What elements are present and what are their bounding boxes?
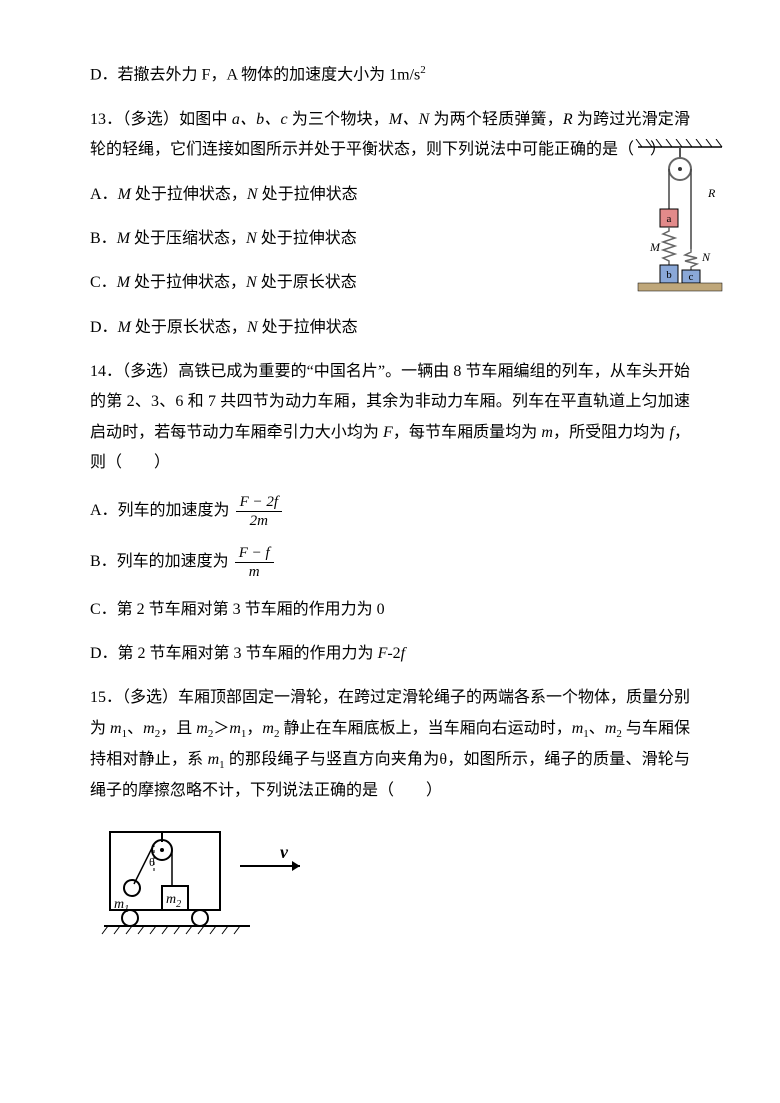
q13-fig-label-c: c <box>689 271 694 283</box>
q13-figure: a b c R M N <box>630 139 730 299</box>
q13-d-N: N <box>247 319 258 336</box>
q14-F: F <box>383 424 393 441</box>
q13-b-M: M <box>117 230 130 247</box>
q13-d-mid: 处于原长状态， <box>131 319 247 336</box>
q12-optD-text: D．若撤去外力 F，A 物体的加速度大小为 1m/s <box>90 66 420 83</box>
q15-fig-m1: m1 <box>114 897 129 915</box>
q13-option-d: D．M 处于原长状态，N 处于拉伸状态 <box>90 313 690 343</box>
q13-b-pre: B． <box>90 230 117 247</box>
q13-c-post: 处于原长状态 <box>257 274 357 291</box>
q14-b-fraction: F − f m <box>235 544 274 581</box>
q13-stem-e: 为两个轻质弹簧， <box>429 111 563 128</box>
q14-b-num: F − f <box>235 544 274 563</box>
squared-sup: 2 <box>420 64 426 76</box>
q13-fig-label-a: a <box>667 213 672 225</box>
q15-c2: 、 <box>589 720 605 737</box>
q15-m1b: m <box>229 720 241 737</box>
q13-abc: a、b、c <box>232 111 288 128</box>
q13-R: R <box>563 111 573 128</box>
q14-a-num: F − 2f <box>236 493 282 512</box>
q14-b-den: m <box>235 563 274 581</box>
q13-c-M: M <box>117 274 130 291</box>
q13-fig-label-R: R <box>707 186 716 200</box>
q15-gt: ＞ <box>213 720 229 737</box>
q15-fig-m2: m2 <box>166 892 181 910</box>
q13-fig-label-M: M <box>649 240 661 254</box>
q13-b-mid: 处于压缩状态， <box>130 230 246 247</box>
q14-d-f: f <box>401 645 405 662</box>
q14-a-pre: A．列车的加速度为 <box>90 502 230 519</box>
q13-option-c: C．M 处于拉伸状态，N 处于原长状态 <box>90 268 690 298</box>
q13-block: 13．（多选）如图中 a、b、c 为三个物块，M、N 为两个轻质弹簧，R 为跨过… <box>90 105 690 343</box>
q13-b-post: 处于拉伸状态 <box>257 230 357 247</box>
q13-a-pre: A． <box>90 186 118 203</box>
q14-b-pre: B．列车的加速度为 <box>90 553 229 570</box>
q15-m1c: m <box>572 720 584 737</box>
q13-MN: M、N <box>389 111 429 128</box>
q13-option-a: A．M 处于拉伸状态，N 处于拉伸状态 <box>90 180 690 210</box>
q14-d-mid: -2 <box>387 645 400 662</box>
q14-mid2: ，所受阻力均为 <box>553 424 669 441</box>
q13-d-pre: D． <box>90 319 118 336</box>
q14-a-den: 2m <box>236 512 282 530</box>
q15-fig-v: v <box>280 842 289 862</box>
q14-m: m <box>541 424 553 441</box>
q13-fig-label-b: b <box>666 269 672 281</box>
q13-a-N: N <box>247 186 258 203</box>
q15-figure: θ m1 m2 v <box>100 826 330 936</box>
q13-a-post: 处于拉伸状态 <box>258 186 358 203</box>
q14-mid1: ，每节车厢质量均为 <box>393 424 542 441</box>
q12-option-d: D．若撤去外力 F，A 物体的加速度大小为 1m/s2 <box>90 60 690 91</box>
q14-option-d: D．第 2 节车厢对第 3 节车厢的作用力为 F-2f <box>90 639 690 669</box>
q15-m1: m <box>110 720 122 737</box>
q15-m2d: m <box>605 720 617 737</box>
q13-a-M: M <box>118 186 131 203</box>
q13-c-pre: C． <box>90 274 117 291</box>
q14-option-a: A．列车的加速度为 F − 2f 2m <box>90 493 690 530</box>
q15-m2: m <box>143 720 155 737</box>
q15-mid3: 静止在车厢底板上，当车厢向右运动时， <box>279 720 571 737</box>
q14-option-b: B．列车的加速度为 F − f m <box>90 544 690 581</box>
q13-c-mid: 处于拉伸状态， <box>130 274 246 291</box>
q13-b-N: N <box>246 230 257 247</box>
q15-mid1: ，且 <box>160 720 196 737</box>
q15-fig-theta: θ <box>149 855 155 869</box>
q13-stem-c: 为三个物块， <box>288 111 389 128</box>
q13-c-N: N <box>246 274 257 291</box>
q15-m2b: m <box>196 720 208 737</box>
q15-stem: 15．（多选）车厢顶部固定一滑轮，在跨过定滑轮绳子的两端各系一个物体，质量分别为… <box>90 683 690 806</box>
q13-d-post: 处于拉伸状态 <box>258 319 358 336</box>
q14-c-text: C．第 2 节车厢对第 3 节车厢的作用力为 0 <box>90 601 385 618</box>
q13-option-b: B．M 处于压缩状态，N 处于拉伸状态 <box>90 224 690 254</box>
q14-option-c: C．第 2 节车厢对第 3 节车厢的作用力为 0 <box>90 595 690 625</box>
q14-d-pre: D．第 2 节车厢对第 3 节车厢的作用力为 <box>90 645 378 662</box>
q14-a-fraction: F − 2f 2m <box>236 493 282 530</box>
q13-a-mid: 处于拉伸状态， <box>131 186 247 203</box>
q15-c1: 、 <box>127 720 143 737</box>
q13-fig-label-N: N <box>701 250 711 264</box>
q13-stem-a: 13．（多选）如图中 <box>90 111 232 128</box>
q15-mid2: ， <box>246 720 262 737</box>
q14-stem: 14．（多选）高铁已成为重要的“中国名片”。一辆由 8 节车厢编组的列车，从车头… <box>90 357 690 479</box>
q15-m1d: m <box>208 751 220 768</box>
q13-stem: 13．（多选）如图中 a、b、c 为三个物块，M、N 为两个轻质弹簧，R 为跨过… <box>90 105 690 166</box>
q15-m2c: m <box>262 720 274 737</box>
q13-d-M: M <box>118 319 131 336</box>
q14-d-F: F <box>378 645 388 662</box>
